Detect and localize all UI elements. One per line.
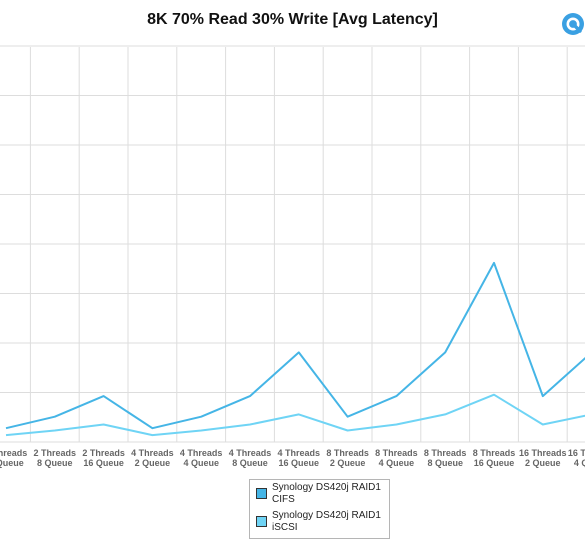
- x-tick-label: 8 Threads 2 Queue: [326, 448, 369, 468]
- x-tick-label: 4 Threads 2 Queue: [131, 448, 174, 468]
- legend-swatch-iscsi: [256, 516, 267, 527]
- x-tick-label: 8 Threads 4 Queue: [375, 448, 418, 468]
- series-line-cifs: [5, 261, 585, 430]
- x-tick-label: 2 Threads 8 Queue: [34, 448, 77, 468]
- chart-menu-button[interactable]: [562, 13, 584, 35]
- x-tick-label: 8 Threads 8 Queue: [424, 448, 467, 468]
- x-tick-label: 4 Threads 8 Queue: [229, 448, 272, 468]
- x-tick-label: 2 Threads 16 Queue: [82, 448, 125, 468]
- series-line-iscsi: [5, 393, 585, 437]
- legend-label-iscsi: Synology DS420j RAID1 iSCSI: [272, 510, 381, 533]
- x-tick-label: 4 Threads 4 Queue: [180, 448, 223, 468]
- chart-legend: Synology DS420j RAID1 CIFS Synology DS42…: [249, 479, 390, 539]
- chart-title: 8K 70% Read 30% Write [Avg Latency]: [147, 11, 438, 28]
- x-tick-label: 8 Threads 16 Queue: [473, 448, 516, 468]
- x-tick-label: 4 Threads 16 Queue: [278, 448, 321, 468]
- legend-swatch-cifs: [256, 488, 267, 499]
- legend-label-cifs: Synology DS420j RAID1 CIFS: [272, 482, 381, 505]
- x-tick-label: 16 Threads 2 Queue: [519, 448, 567, 468]
- refresh-icon: [566, 17, 582, 33]
